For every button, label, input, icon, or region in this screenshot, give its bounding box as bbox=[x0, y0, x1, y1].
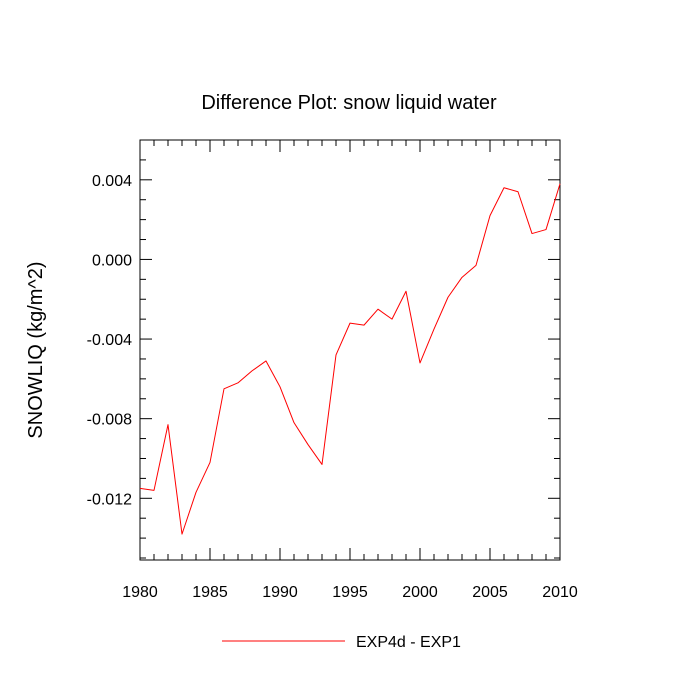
y-tick-label: -0.012 bbox=[87, 491, 132, 508]
legend: EXP4d - EXP1 bbox=[222, 634, 461, 651]
x-tick-label: 2005 bbox=[472, 584, 508, 601]
x-tick-label: 1980 bbox=[122, 584, 158, 601]
series-layer bbox=[139, 183, 561, 535]
y-axis-ticks bbox=[140, 139, 560, 559]
legend-label: EXP4d - EXP1 bbox=[356, 634, 461, 651]
y-tick-label: -0.004 bbox=[87, 332, 132, 349]
y-tick-label: 0.004 bbox=[92, 173, 132, 190]
plot-frame bbox=[139, 139, 561, 561]
x-tick-label: 2010 bbox=[542, 584, 578, 601]
x-axis-ticks bbox=[139, 140, 561, 560]
y-tick-label: 0.000 bbox=[92, 252, 132, 269]
y-axis-label: SNOWLIQ (kg/m^2) bbox=[25, 261, 47, 438]
x-tick-label: 1990 bbox=[262, 584, 298, 601]
series-line bbox=[139, 183, 561, 535]
chart-title: Difference Plot: snow liquid water bbox=[201, 92, 497, 114]
x-axis-tick-labels: 1980 1985 1990 1995 2000 2005 2010 bbox=[122, 584, 578, 601]
x-tick-label: 2000 bbox=[402, 584, 438, 601]
x-tick-label: 1985 bbox=[192, 584, 228, 601]
y-axis-tick-labels: 0.004 0.000 -0.004 -0.008 -0.012 bbox=[87, 173, 132, 508]
y-tick-label: -0.008 bbox=[87, 412, 132, 429]
x-tick-label: 1995 bbox=[332, 584, 368, 601]
